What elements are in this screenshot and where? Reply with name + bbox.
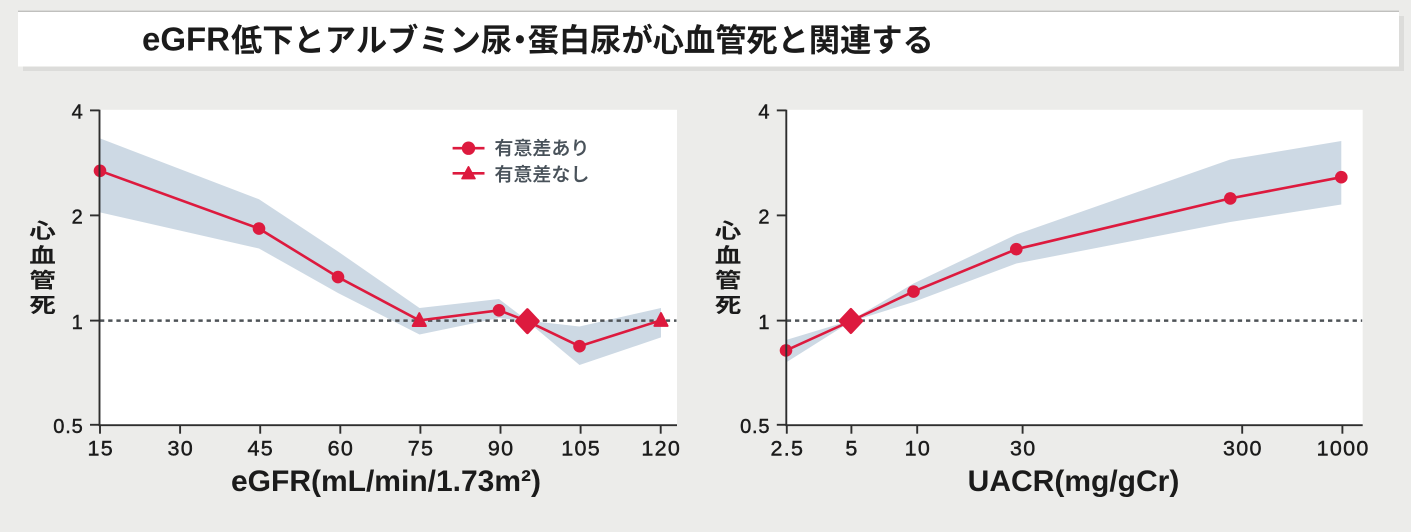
svg-text:2.5: 2.5 [771, 437, 805, 461]
svg-text:105: 105 [561, 437, 601, 461]
svg-text:0.5: 0.5 [53, 416, 83, 438]
svg-text:eGFR: eGFR [142, 21, 230, 58]
svg-text:30: 30 [168, 437, 195, 461]
svg-text:300: 300 [1223, 437, 1263, 461]
svg-text:30: 30 [1010, 437, 1037, 461]
svg-text:1: 1 [72, 312, 84, 334]
svg-text:1000: 1000 [1317, 437, 1370, 461]
svg-text:5: 5 [845, 437, 858, 461]
svg-text:UACR(mg/gCr): UACR(mg/gCr) [968, 465, 1180, 498]
svg-text:90: 90 [488, 437, 515, 461]
svg-text:10: 10 [905, 437, 932, 461]
svg-text:2: 2 [72, 207, 84, 229]
svg-text:0.5: 0.5 [740, 416, 770, 438]
svg-text:eGFR(mL/min/1.73m²): eGFR(mL/min/1.73m²) [231, 465, 541, 498]
svg-text:2: 2 [758, 207, 770, 229]
svg-text:60: 60 [328, 437, 355, 461]
svg-text:45: 45 [248, 437, 275, 461]
svg-text:15: 15 [87, 437, 114, 461]
svg-text:75: 75 [408, 437, 435, 461]
svg-text:4: 4 [72, 102, 84, 124]
svg-text:4: 4 [758, 102, 770, 124]
svg-text:1: 1 [758, 312, 770, 334]
svg-text:120: 120 [641, 437, 681, 461]
